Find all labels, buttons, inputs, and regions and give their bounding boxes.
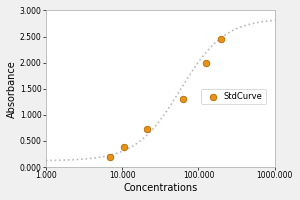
Legend: StdCurve: StdCurve xyxy=(201,89,266,104)
StdCurve xyxy=(122,146,126,149)
StdCurve xyxy=(144,127,149,131)
StdCurve xyxy=(108,155,113,158)
StdCurve xyxy=(219,37,224,40)
StdCurve xyxy=(203,61,208,64)
StdCurve xyxy=(181,98,186,101)
Y-axis label: Absorbance: Absorbance xyxy=(7,60,17,118)
X-axis label: Concentrations: Concentrations xyxy=(123,183,197,193)
